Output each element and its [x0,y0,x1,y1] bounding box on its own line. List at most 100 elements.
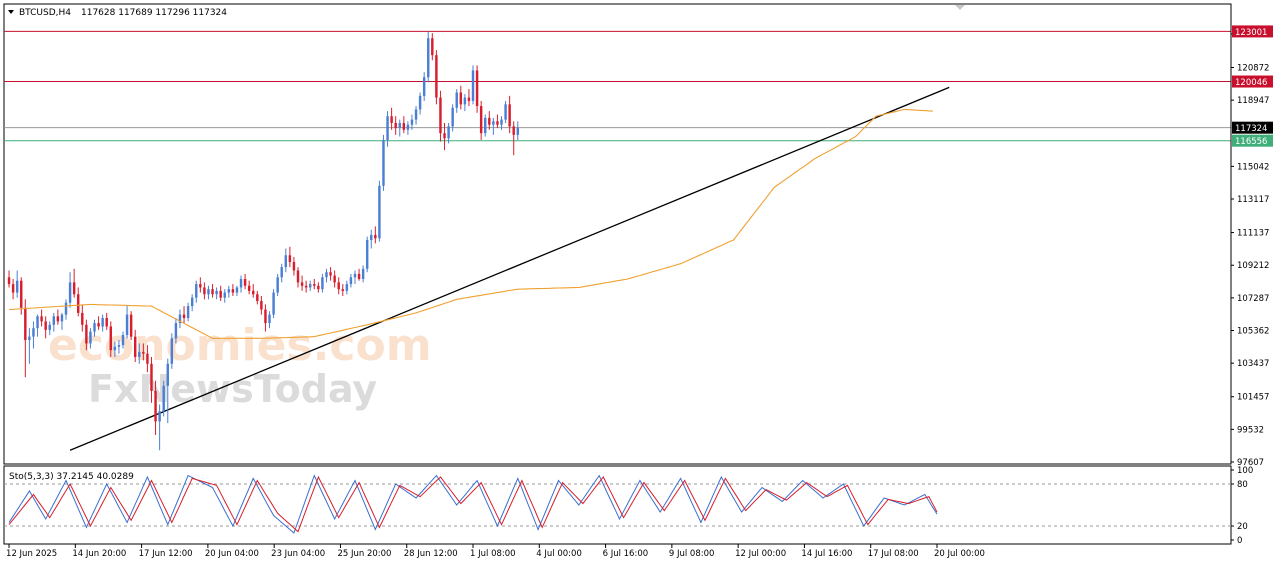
level-label-box-123001 [1232,25,1273,38]
candle-body [292,262,296,271]
sto-tick-label: 100 [1237,466,1253,476]
level-label-116556: 116556 [1235,137,1267,147]
candle [512,121,515,156]
candle [264,304,267,332]
candle-body [272,292,275,315]
time-tick-label: 17 Jun 12:00 [139,549,193,559]
candle [199,277,202,293]
candle [492,117,495,135]
candle [280,263,283,283]
stochastic-label: Sto(5,3,3) 37.2145 40.0289 [9,472,134,482]
time-tick-label: 4 Jul 00:00 [536,549,582,559]
candle-body [280,267,283,278]
candle [105,312,108,330]
candle-body [186,306,190,318]
candle-body [60,314,64,322]
candle-body [296,270,300,283]
candle-body [93,323,96,332]
candle-body [317,285,320,290]
candle [447,122,450,144]
candle [215,287,218,300]
time-tick-label: 12 Jul 00:00 [735,549,786,559]
candle-body [162,385,165,412]
candle-body [361,268,365,279]
moving-average-layer [8,108,933,339]
candle [398,119,401,137]
candle-body [471,70,475,101]
candle [451,104,454,132]
candle-body [52,316,56,325]
candle [235,285,239,296]
candle [239,275,243,293]
candle-body [492,121,495,125]
candle [85,319,88,351]
candle-body [223,292,226,298]
stochastic-pane-frame [3,465,1232,545]
candle [40,309,43,327]
candle-body [146,353,149,364]
candle-body [81,312,84,325]
candle-body [138,351,141,357]
candle-body [15,280,19,293]
price-tick-label: 113117 [1237,195,1269,205]
candle [166,358,169,424]
candle [24,299,27,378]
candle-body [386,116,389,140]
collapse-triangle-icon[interactable] [8,10,14,14]
candle [345,280,349,295]
candle [361,265,365,283]
trendline-layer [69,86,950,451]
candle-body [337,282,340,290]
price-tick-label: 109212 [1237,261,1269,271]
candle-body [150,363,153,391]
candle-body [44,321,47,330]
candle-body [170,338,174,364]
price-tick-label: 101457 [1237,393,1269,403]
candle-body [418,95,422,110]
watermark-fxnewstoday: FxNewsToday [88,367,377,411]
sto-tick-label: 20 [1237,522,1248,532]
candle [394,116,397,135]
candle [292,256,296,276]
candle [272,289,275,318]
candle [422,72,426,101]
candle [406,121,410,135]
candle [154,380,157,435]
candle-body [215,290,218,295]
candle [158,404,161,451]
price-tick-label: 99532 [1237,425,1264,435]
candle-body [435,55,438,98]
candle-body [182,314,186,318]
sto-tick-label: 80 [1237,480,1248,490]
candle-body [211,289,214,295]
stochastic-axis: 0 20 80 100 [1231,466,1253,546]
level-label-box-120046 [1232,75,1273,88]
candle-body [410,119,414,125]
candle [207,285,210,300]
time-tick-label: 14 Jul 16:00 [801,549,852,559]
candle-body [325,272,328,278]
candle [60,312,64,330]
candle-body [48,324,51,330]
candle [288,246,292,268]
candle [296,267,300,288]
time-tick-label: 17 Jul 08:00 [868,549,919,559]
candle-body [479,106,483,134]
candle-body [496,121,499,125]
time-tick-label: 25 Jun 20:00 [337,549,391,559]
candle [337,277,340,295]
scroll-marker-icon[interactable] [955,5,965,10]
level-label-box-116556 [1232,134,1273,147]
level-label-123001: 123001 [1235,28,1267,38]
candle-body [459,92,463,105]
candle-body [190,297,194,307]
candle [195,280,198,303]
candle [475,65,479,113]
sto-line-signal [8,475,938,533]
candle-body [345,284,349,291]
time-tick-label: 28 Jun 12:00 [404,549,458,559]
candle-body [195,284,198,298]
watermark-economies: economies.com [48,320,432,371]
